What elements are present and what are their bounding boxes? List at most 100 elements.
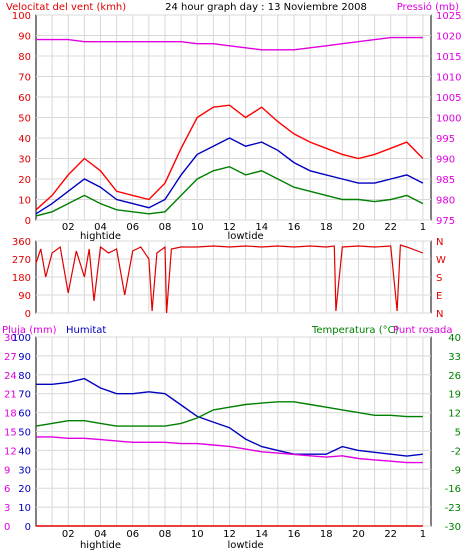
tide-label: hightide	[80, 540, 121, 551]
wind-tick-label: 60	[18, 93, 31, 104]
direction-tick-label: 0	[25, 309, 31, 320]
wind-tide-labels: hightide lowtide	[80, 231, 264, 242]
compass-tick-label: E	[436, 291, 442, 302]
series-line-humidity	[36, 377, 423, 457]
wind-tick-label: 90	[18, 32, 31, 43]
temperature-tick-label: 26	[448, 371, 461, 382]
hour-tick-label: 10	[191, 529, 204, 540]
rain-tick-label: 30	[4, 333, 17, 344]
hour-tick-label: 08	[159, 529, 172, 540]
hour-tick-label: 16	[288, 222, 301, 233]
humidity-tick-label: 60	[18, 409, 31, 420]
pressure-tick-label: 1000	[436, 114, 461, 125]
rain-tick-label: 3	[4, 503, 10, 514]
series-line-direction	[35, 244, 424, 314]
pressure-tick-label: 980	[436, 196, 455, 207]
series-line-wind_min	[35, 165, 424, 217]
hour-tick-label: 08	[159, 222, 172, 233]
pressure-tick-label: 990	[436, 155, 455, 166]
direction-tick-label: 360	[12, 237, 31, 248]
legend-temperature: Temperatura (°C)	[311, 325, 399, 336]
direction-tick-label: 90	[18, 291, 31, 302]
compass-tick-label: N	[436, 309, 443, 320]
hour-tick-label: 02	[62, 529, 75, 540]
direction-degree-ticks: 0 90 180 270 360	[12, 237, 31, 320]
humidity-tick-label: 0	[25, 522, 31, 533]
legend-dewpoint: Punt rosada	[393, 325, 452, 336]
temperature-tick-label: 40	[448, 333, 461, 344]
hour-tick-label: 20	[352, 529, 365, 540]
thermo-hour-ticks: 02 04 06 08 10 12 14 16 18 20 22 1	[62, 529, 426, 540]
wind-tick-label: 20	[18, 175, 31, 186]
pressure-tick-label: 1010	[436, 73, 461, 84]
hour-tick-label: 06	[126, 222, 139, 233]
humidity-tick-label: 100	[12, 333, 31, 344]
hour-tick-label: 12	[223, 529, 236, 540]
humidity-tick-label: 20	[18, 484, 31, 495]
series-line-pressure	[36, 36, 423, 51]
temperature-tick-label: -30	[445, 522, 461, 533]
pressure-tick-label: 1015	[436, 52, 461, 63]
hour-tick-label: 22	[384, 222, 397, 233]
rain-tick-label: 0	[4, 522, 10, 533]
chart-title: 24 hour graph day : 13 Noviembre 2008	[165, 2, 367, 13]
tide-label: lowtide	[227, 231, 263, 242]
humidity-tick-label: 30	[18, 465, 31, 476]
hour-tick-label: 1	[420, 222, 426, 233]
wind-tick-label: 70	[18, 73, 31, 84]
wind-axis-title: Velocitat del vent (kmh)	[6, 2, 126, 13]
compass-tick-label: N	[436, 237, 443, 248]
pressure-tick-label: 1005	[436, 93, 461, 104]
temperature-ticks: -30 -23 -16 -9 -2 5 12 19 26 33 40	[445, 333, 461, 533]
thermo-legend: Pluja (mm) Humitat Temperatura (°C) Punt…	[2, 325, 452, 336]
humidity-ticks: 0 10 20 30 40 50 60 70 80 90 100	[12, 333, 31, 533]
hour-tick-label: 18	[320, 222, 333, 233]
series-line-wind_gust	[35, 104, 424, 211]
temperature-tick-label: 12	[448, 409, 461, 420]
thermo-tide-labels: hightide lowtide	[80, 540, 264, 551]
temperature-tick-label: 5	[455, 428, 461, 439]
temperature-tick-label: 19	[448, 390, 461, 401]
temperature-tick-label: -16	[445, 484, 461, 495]
rain-tick-label: 21	[4, 390, 17, 401]
pressure-tick-label: 985	[436, 175, 455, 186]
humidity-tick-label: 50	[18, 428, 31, 439]
direction-grid	[36, 240, 431, 314]
pressure-tick-label: 995	[436, 134, 455, 145]
humidity-tick-label: 10	[18, 503, 31, 514]
direction-series	[35, 244, 424, 314]
wind-hour-ticks: 02 04 06 08 10 12 14 16 18 20 22 1	[62, 222, 426, 233]
hour-tick-label: 1	[420, 529, 426, 540]
temperature-tick-label: -9	[451, 465, 461, 476]
humidity-tick-label: 70	[18, 390, 31, 401]
hour-tick-label: 18	[320, 529, 333, 540]
pressure-tick-label: 975	[436, 216, 455, 227]
compass-tick-label: W	[436, 255, 446, 266]
temperature-tick-label: 33	[448, 352, 461, 363]
wind-tick-label: 10	[18, 196, 31, 207]
hour-tick-label: 04	[94, 222, 107, 233]
temperature-tick-label: -23	[445, 503, 461, 514]
thermo-series	[35, 377, 423, 527]
pressure-axis-title: Pressió (mb)	[397, 1, 459, 13]
humidity-tick-label: 90	[18, 352, 31, 363]
wind-grid	[36, 14, 431, 221]
direction-tick-label: 180	[12, 273, 31, 284]
wind-left-ticks: 0 10 20 30 40 50 60 70 80 90 100	[12, 11, 31, 227]
rain-ticks: 0 3 6 9 12 15 18 21 24 27 30	[4, 333, 17, 533]
hour-tick-label: 12	[223, 222, 236, 233]
wind-tick-label: 50	[18, 114, 31, 125]
pressure-ticks: 975 980 985 990 995 1000 1005 1010 1015 1020 1025	[436, 11, 461, 227]
wind-series	[35, 36, 424, 217]
wind-tick-label: 30	[18, 155, 31, 166]
rain-tick-label: 12	[4, 446, 17, 457]
wind-tick-label: 80	[18, 52, 31, 63]
tide-label: lowtide	[227, 540, 263, 551]
rain-tick-label: 9	[4, 465, 10, 476]
hour-tick-label: 10	[191, 222, 204, 233]
temperature-tick-label: -2	[451, 446, 461, 457]
humidity-tick-label: 80	[18, 371, 31, 382]
